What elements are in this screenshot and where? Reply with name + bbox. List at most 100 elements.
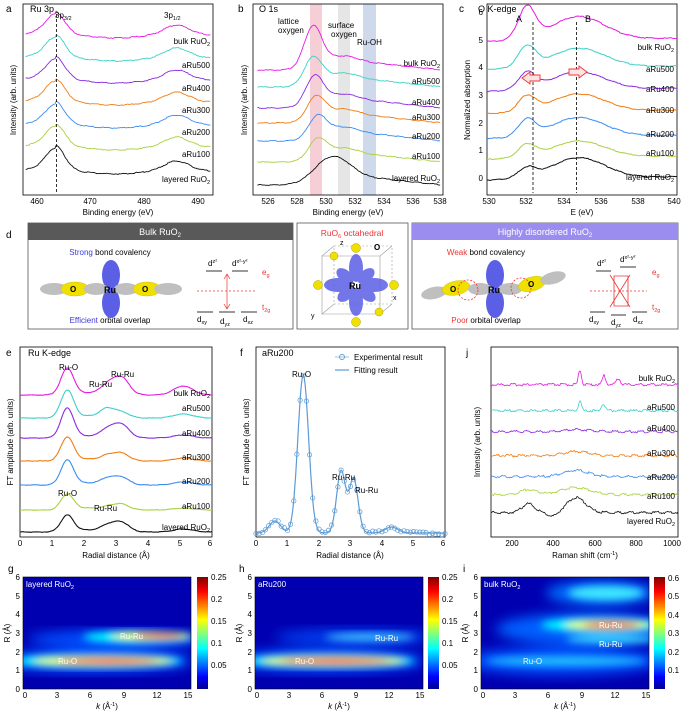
panel-a-frame bbox=[22, 3, 214, 196]
panel-f-xtick-3: 3 bbox=[348, 539, 353, 548]
wt-h-cb-0.25: 0.25 bbox=[442, 573, 458, 582]
panel-e-title: Ru K-edge bbox=[28, 348, 71, 358]
panel-a-peak-3p32: 3p3/2 bbox=[55, 11, 72, 22]
wt-i-title: bulk RuO2 bbox=[484, 580, 520, 591]
panel-b: b O 1s lattice oxygen surface oxygen Ru-… bbox=[238, 3, 447, 217]
dis-lobe-left-yellow bbox=[442, 280, 470, 296]
exp-point bbox=[275, 518, 281, 524]
wt-i-colorbar bbox=[654, 577, 665, 689]
octahedral-o: O bbox=[374, 243, 380, 252]
wt-h-xtick-12: 12 bbox=[385, 691, 394, 700]
curve-j-aru400 bbox=[490, 427, 679, 434]
wt-i-ytick-3: 3 bbox=[474, 629, 479, 638]
dis-mismatch-left bbox=[457, 279, 479, 301]
panel-b-xlabel: Binding energy (eV) bbox=[313, 208, 384, 217]
exp-point bbox=[344, 489, 350, 495]
panel-e-xtick-0: 0 bbox=[18, 539, 23, 548]
disordered-bond-text: Weak bond covalency bbox=[447, 248, 525, 257]
wt-g-xtick-0: 0 bbox=[23, 691, 28, 700]
bulk-orbital-bottom bbox=[102, 288, 120, 318]
curve-e-aru400 bbox=[20, 407, 213, 439]
dis-dyz-label: dyz bbox=[611, 318, 621, 329]
exp-point bbox=[404, 528, 410, 535]
panel-b-label-layered: layered RuO2 bbox=[392, 174, 440, 185]
panel-c-xtick-530: 530 bbox=[482, 197, 496, 206]
dis-eg-label: eg bbox=[652, 268, 660, 279]
box-bulk-title: Bulk RuO2 bbox=[139, 227, 182, 239]
panel-j-ylabel: Intensity (arb. units) bbox=[473, 407, 482, 478]
panel-a-letter: a bbox=[6, 4, 12, 15]
wt-i-xtick-9: 9 bbox=[580, 691, 585, 700]
octahedral-orbitals bbox=[324, 254, 388, 316]
panel-d: d Bulk RuO2 Strong bond covalency Effici… bbox=[6, 222, 679, 330]
octahedral-oxygens bbox=[313, 243, 399, 327]
panel-e-ruo: Ru-O bbox=[59, 363, 78, 372]
panel-b-xtick-530: 530 bbox=[319, 197, 333, 206]
panel-c-label-layered: layered RuO2 bbox=[626, 173, 674, 184]
panel-c-xlabel: E (eV) bbox=[571, 208, 594, 217]
curve-j-aru200 bbox=[490, 468, 679, 479]
panel-f-xtick-5: 5 bbox=[411, 539, 416, 548]
bulk-o-left: O bbox=[70, 285, 76, 294]
panel-e: e Ru K-edge Ru-O Ru-Ru Ru-Ru Ru-O Ru-Ru … bbox=[6, 346, 213, 560]
curve-j-bulk bbox=[490, 370, 679, 387]
curve-b-aru100 bbox=[257, 137, 441, 163]
panel-a-xtick-460: 460 bbox=[30, 197, 44, 206]
bulk-dx-label: dx²-y² bbox=[232, 259, 248, 268]
wt-i-ytick-4: 4 bbox=[474, 610, 479, 619]
panel-b-lattice-label-2: oxygen bbox=[278, 26, 304, 35]
marker-a-label: A bbox=[516, 14, 522, 24]
panel-f-ruru1: Ru-Ru bbox=[332, 473, 355, 482]
wt-g-ytick-2: 2 bbox=[16, 648, 21, 657]
wt-i-cb-0.1: 0.1 bbox=[668, 666, 680, 675]
wt-i-xlabel: k (Å-1) bbox=[554, 702, 576, 711]
exp-point bbox=[325, 527, 331, 533]
exp-point bbox=[366, 530, 372, 536]
dis-lobe-right-grey bbox=[540, 271, 566, 285]
panel-b-xtick-532: 532 bbox=[348, 197, 362, 206]
panel-e-ruru3: Ru-Ru bbox=[94, 504, 117, 513]
exp-point bbox=[303, 398, 309, 404]
exp-point bbox=[426, 531, 432, 537]
panel-c-xtick-538: 538 bbox=[631, 197, 645, 206]
bulk-lobe-ru-left bbox=[84, 283, 108, 295]
exp-point bbox=[335, 484, 341, 490]
exp-point bbox=[341, 478, 347, 484]
dis-t2g-label: t2g bbox=[652, 303, 660, 314]
exp-point bbox=[439, 532, 445, 538]
curve-c-aru300 bbox=[486, 93, 677, 115]
exp-point bbox=[300, 372, 306, 378]
exp-point bbox=[284, 527, 291, 534]
wt-h-ytick-0: 0 bbox=[248, 685, 253, 694]
wt-i-cb-0.6: 0.6 bbox=[668, 574, 680, 583]
curve-c-layered bbox=[487, 157, 678, 181]
exp-point bbox=[382, 528, 388, 534]
exp-point bbox=[407, 529, 413, 535]
bulk-dyz-label: dyz bbox=[220, 317, 230, 328]
right-arrow-icon bbox=[568, 65, 588, 79]
wt-i-ylabel: R (Å) bbox=[461, 623, 470, 642]
panel-b-label-500: aRu500 bbox=[412, 77, 441, 86]
panel-e-label-300: aRu300 bbox=[182, 453, 211, 462]
exp-point bbox=[313, 518, 319, 524]
wt-g-xtick-6: 6 bbox=[88, 691, 93, 700]
wt-g-ytick-6: 6 bbox=[16, 573, 21, 582]
wt-h-xtick-6: 6 bbox=[320, 691, 325, 700]
legend-fit-label: Fitting result bbox=[354, 366, 398, 375]
exp-point bbox=[332, 508, 338, 514]
dis-cross-arrows-icon bbox=[609, 274, 631, 308]
wt-g-xtick-9: 9 bbox=[122, 691, 127, 700]
panel-e-ruru2: Ru-Ru bbox=[111, 370, 134, 379]
exp-point bbox=[401, 528, 407, 534]
exp-point bbox=[262, 527, 268, 533]
panel-b-label-100: aRu100 bbox=[412, 152, 441, 161]
exp-point bbox=[410, 529, 417, 535]
wt-g-cb-0.05: 0.05 bbox=[211, 661, 227, 670]
panel-f: f aRu200 Experimental result Fitting res… bbox=[240, 346, 448, 560]
exp-point bbox=[272, 517, 278, 523]
panel-b-surface-label-2: oxygen bbox=[331, 30, 357, 39]
panel-e-label-100: aRu100 bbox=[182, 502, 211, 511]
wt-i-ytick-5: 5 bbox=[474, 592, 479, 601]
wt-h-ruo-red bbox=[280, 657, 390, 665]
panel-b-label-400: aRu400 bbox=[412, 98, 441, 107]
